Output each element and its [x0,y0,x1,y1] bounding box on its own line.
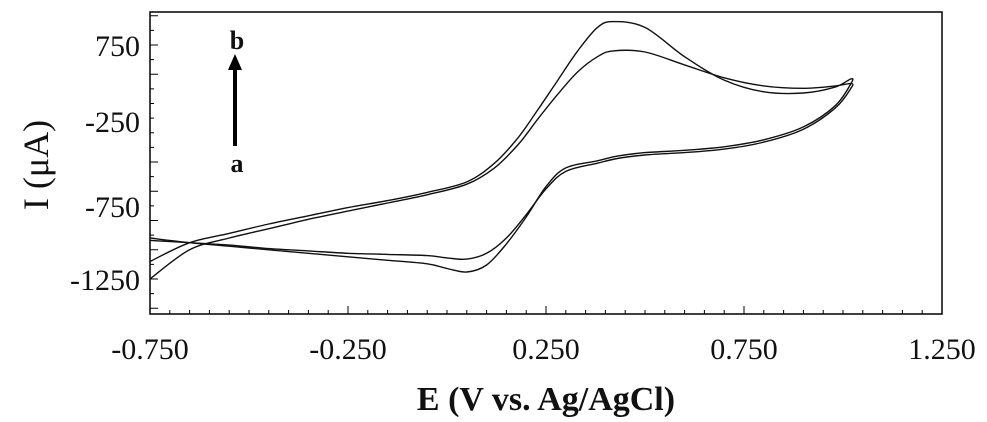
series-layer [149,20,854,280]
x-minor-ticks [149,306,943,314]
annotation-a: a [231,149,244,178]
y-tick-label-minus-1250: -1250 [70,264,140,297]
plot-frame [149,11,943,315]
series-line-0 [149,20,854,273]
y-tick-label-750: 750 [95,30,140,63]
series-line-1 [149,49,854,280]
x-tick-label-0250: 0.250 [512,333,580,366]
y-minor-ticks [150,15,158,309]
x-tick-label-1250: 1.250 [908,333,976,366]
y-tick-label-minus-750: -750 [85,191,140,224]
x-axis-title: E (V vs. Ag/AgCl) [417,381,675,418]
x-tick-label-minus-0250: -0.250 [309,333,387,366]
y-tick-label-minus-250: -250 [85,106,140,139]
arrow-head [228,54,242,70]
x-tick-label-minus-0750: -0.750 [111,333,189,366]
annotation-b: b [230,26,244,55]
y-axis-title: I (μA) [16,120,56,210]
x-tick-label-0750: 0.750 [710,333,778,366]
